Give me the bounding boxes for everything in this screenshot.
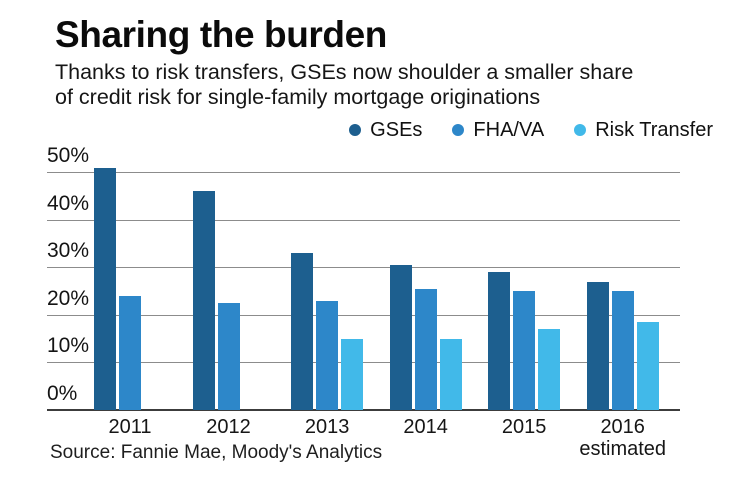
gridline — [47, 172, 680, 174]
source-note: Source: Fannie Mae, Moody's Analytics — [50, 442, 383, 463]
x-axis-tick-label: 2014 — [403, 416, 448, 438]
bar-group-2013 — [291, 172, 364, 410]
bar-fha-va-2011 — [119, 295, 141, 410]
x-axis-tick-label: 2016 estimated — [579, 416, 666, 460]
legend-item: FHA/VA — [452, 119, 544, 142]
x-tick-year: 2016 — [600, 416, 645, 438]
legend-dot-icon — [349, 124, 362, 136]
chart-subtitle: Thanks to risk transfers, GSEs now shoul… — [55, 60, 633, 110]
x-axis-tick-label: 2015 — [502, 416, 547, 438]
x-tick-year: 2013 — [304, 416, 350, 438]
bar-risk-transfer-2016 — [636, 322, 659, 410]
y-axis-tick-label: 0% — [47, 382, 78, 405]
gridline — [47, 362, 680, 364]
x-tick-year: 2015 — [501, 416, 547, 438]
legend-label: Risk Transfer — [595, 118, 713, 141]
bar-risk-transfer-2014 — [439, 338, 462, 410]
bar-fha-va-2015 — [513, 291, 536, 410]
bar-group-2016 — [586, 172, 659, 410]
x-axis-line — [47, 409, 680, 411]
gridline — [47, 219, 680, 221]
bar-fha-va-2014 — [414, 288, 437, 410]
bar-group-2014 — [389, 172, 462, 410]
legend: GSEs FHA/VA Risk Transfer — [0, 118, 713, 142]
bar-gses-2013 — [291, 253, 314, 410]
bar-group-2015 — [488, 172, 561, 410]
x-axis-tick-label: 2013 — [305, 416, 350, 438]
bar-group-2012 — [192, 172, 240, 410]
gridline — [47, 267, 680, 269]
bar-gses-2012 — [192, 191, 215, 410]
y-axis-tick-label: 10% — [47, 334, 90, 358]
legend-item: Risk Transfer — [574, 119, 713, 142]
legend-item: GSEs — [349, 119, 422, 142]
bar-gses-2016 — [586, 281, 609, 410]
legend-label: GSEs — [370, 118, 423, 141]
bar-group-2011 — [94, 167, 141, 410]
bar-fha-va-2012 — [217, 303, 240, 410]
x-tick-year: 2012 — [206, 416, 251, 438]
bar-risk-transfer-2013 — [341, 338, 364, 410]
gridline — [47, 314, 680, 316]
subtitle-line-1: Thanks to risk transfers, GSEs now shoul… — [55, 60, 634, 84]
y-axis-tick-label: 20% — [47, 286, 90, 310]
plot-area: 0% 10% 20% 30% 40% 50% 2011 2012 2013 2014 2015 201… — [47, 144, 680, 460]
legend-dot-icon — [452, 124, 465, 136]
subtitle-line-2: of credit risk for single-family mortgag… — [55, 85, 541, 109]
x-axis-tick-label: 2012 — [206, 416, 251, 438]
bar-risk-transfer-2015 — [538, 329, 561, 410]
bar-gses-2014 — [389, 265, 412, 410]
bar-gses-2011 — [94, 167, 116, 410]
y-axis-tick-label: 50% — [47, 144, 90, 168]
x-tick-year: 2011 — [108, 416, 152, 438]
x-tick-sub-label: estimated — [579, 438, 667, 460]
bar-fha-va-2013 — [316, 300, 339, 410]
legend-label: FHA/VA — [473, 118, 545, 141]
x-tick-year: 2014 — [403, 416, 448, 438]
y-axis-tick-label: 30% — [47, 239, 90, 263]
bar-gses-2015 — [488, 272, 511, 410]
page-title: Sharing the burden — [55, 14, 387, 55]
y-axis-tick-label: 40% — [47, 191, 90, 215]
x-axis-tick-label: 2011 — [108, 416, 151, 438]
legend-dot-icon — [574, 124, 587, 136]
bar-fha-va-2016 — [611, 291, 634, 410]
